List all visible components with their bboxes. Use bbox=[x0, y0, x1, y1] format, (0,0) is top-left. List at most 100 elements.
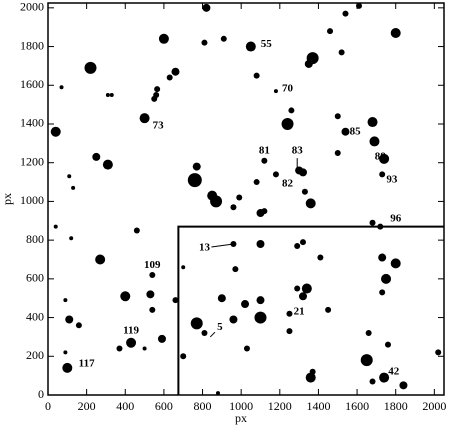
point bbox=[65, 315, 74, 324]
point bbox=[158, 33, 169, 44]
point bbox=[301, 283, 312, 294]
y-tick-label: 400 bbox=[26, 309, 44, 323]
point bbox=[192, 162, 201, 171]
point bbox=[59, 85, 64, 90]
x-tick-label: 800 bbox=[194, 399, 212, 413]
point bbox=[379, 372, 390, 383]
point bbox=[294, 285, 301, 292]
point bbox=[286, 310, 293, 317]
point bbox=[157, 334, 166, 343]
y-axis-label: px bbox=[0, 193, 14, 205]
point bbox=[256, 209, 265, 218]
point bbox=[109, 92, 114, 97]
point bbox=[95, 254, 106, 265]
point bbox=[75, 322, 82, 329]
y-tick-label: 2000 bbox=[20, 0, 44, 14]
annotation: 93 bbox=[386, 174, 398, 186]
x-tick-label: 400 bbox=[116, 399, 134, 413]
point bbox=[378, 253, 387, 262]
point bbox=[215, 391, 220, 396]
x-tick-label: 1000 bbox=[229, 399, 253, 413]
point bbox=[356, 2, 363, 9]
point bbox=[210, 195, 223, 208]
y-tick-label: 1200 bbox=[20, 154, 44, 168]
point bbox=[281, 117, 294, 130]
point bbox=[142, 346, 147, 351]
point bbox=[305, 198, 316, 209]
point bbox=[360, 354, 373, 367]
point bbox=[377, 223, 384, 230]
point bbox=[190, 317, 203, 330]
x-tick-label: 1200 bbox=[268, 399, 292, 413]
point bbox=[202, 3, 211, 12]
point bbox=[151, 95, 158, 102]
point bbox=[180, 353, 187, 360]
point bbox=[379, 171, 386, 178]
annotation: 55 bbox=[261, 38, 273, 50]
y-tick-label: 0 bbox=[38, 387, 44, 401]
point bbox=[217, 294, 226, 303]
point bbox=[261, 157, 268, 164]
point bbox=[133, 227, 140, 234]
point bbox=[53, 224, 58, 229]
y-tick-label: 600 bbox=[26, 271, 44, 285]
point bbox=[294, 242, 301, 249]
point bbox=[126, 337, 137, 348]
point bbox=[298, 168, 307, 177]
point bbox=[369, 378, 376, 385]
point bbox=[253, 72, 260, 79]
point bbox=[286, 328, 293, 335]
point bbox=[367, 117, 378, 128]
annotation-leader bbox=[209, 331, 216, 338]
x-tick-label: 1400 bbox=[306, 399, 330, 413]
point bbox=[256, 240, 265, 249]
point bbox=[154, 86, 161, 93]
annotation: 117 bbox=[79, 358, 95, 370]
point bbox=[62, 362, 73, 373]
point bbox=[245, 41, 256, 52]
annotation-leader bbox=[211, 243, 234, 248]
point bbox=[317, 254, 324, 261]
point bbox=[69, 236, 74, 241]
point bbox=[399, 381, 408, 390]
point bbox=[256, 296, 265, 305]
annotation: 73 bbox=[153, 119, 165, 131]
point bbox=[334, 113, 341, 120]
annotation: 13 bbox=[199, 241, 211, 253]
point bbox=[304, 59, 313, 68]
point bbox=[390, 258, 401, 269]
point bbox=[146, 290, 155, 299]
point bbox=[166, 74, 173, 81]
point bbox=[435, 349, 442, 356]
point bbox=[379, 153, 390, 164]
point bbox=[253, 179, 260, 186]
annotation: 88 bbox=[375, 150, 387, 162]
annotation: 42 bbox=[388, 365, 400, 377]
point bbox=[338, 49, 345, 56]
point bbox=[334, 150, 341, 157]
x-tick-label: 2000 bbox=[422, 399, 446, 413]
point bbox=[341, 127, 350, 136]
x-tick-label: 1800 bbox=[384, 399, 408, 413]
point bbox=[325, 306, 332, 313]
y-tick-label: 1600 bbox=[20, 77, 44, 91]
point bbox=[243, 345, 250, 352]
x-tick-label: 200 bbox=[78, 399, 96, 413]
y-tick-label: 1400 bbox=[20, 116, 44, 130]
point bbox=[201, 330, 208, 337]
annotation: 109 bbox=[144, 259, 161, 271]
point bbox=[301, 188, 308, 195]
point bbox=[390, 28, 401, 39]
point bbox=[201, 39, 208, 46]
point bbox=[105, 92, 110, 97]
point bbox=[327, 28, 334, 35]
annotation: 83 bbox=[292, 145, 304, 157]
point bbox=[220, 35, 227, 42]
x-tick-label: 1600 bbox=[345, 399, 369, 413]
x-tick-label: 600 bbox=[155, 399, 173, 413]
point bbox=[230, 204, 237, 211]
point bbox=[116, 345, 123, 352]
annotation: 5 bbox=[217, 321, 223, 333]
y-tick-label: 1000 bbox=[20, 193, 44, 207]
